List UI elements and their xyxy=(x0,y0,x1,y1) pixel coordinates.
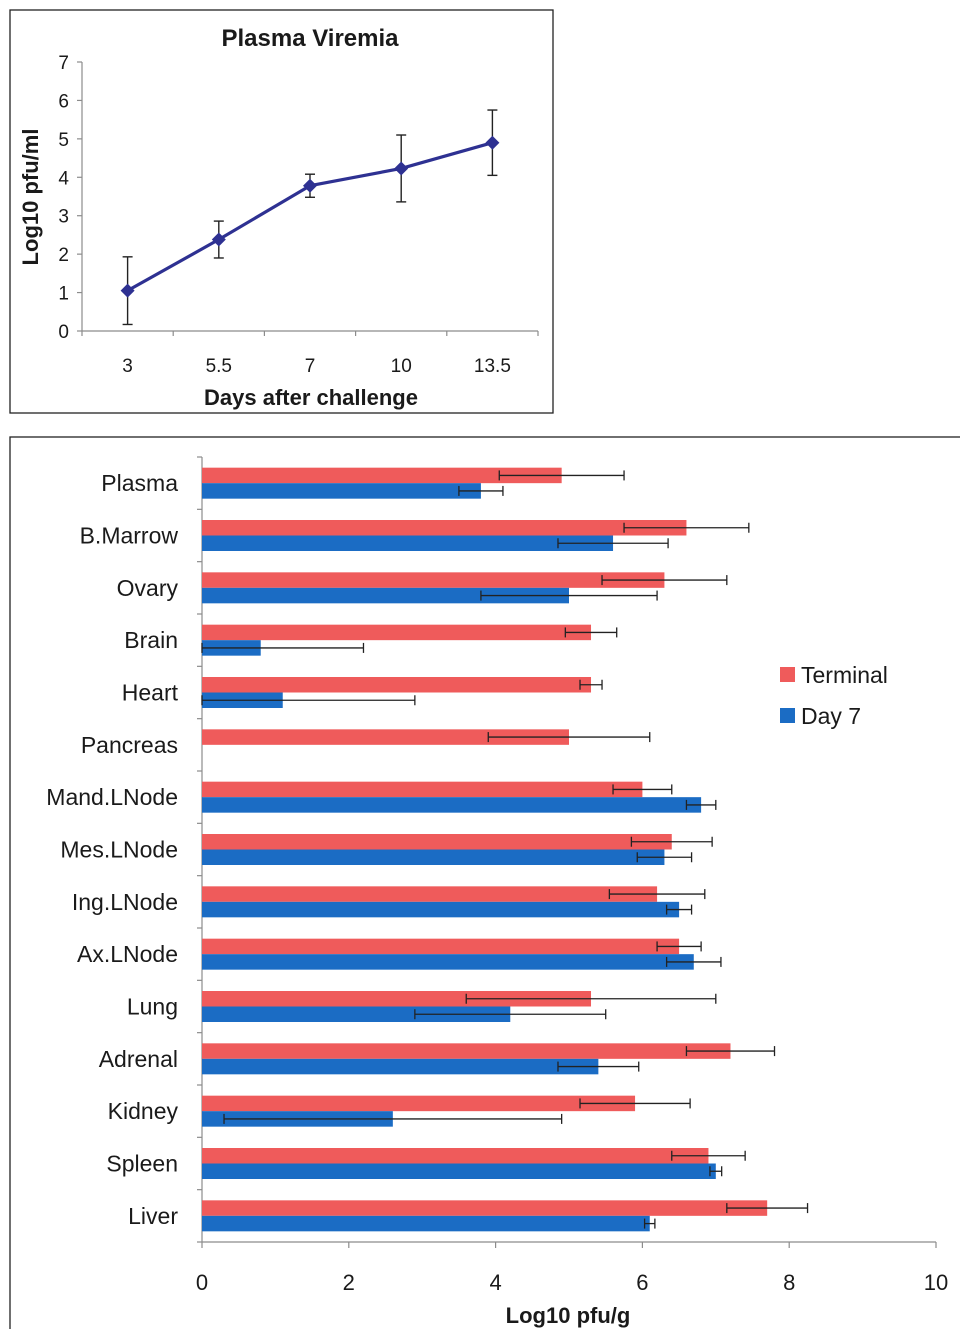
chart-a-y-axis-label: Log10 pfu/ml xyxy=(18,129,43,266)
chart-b-x-tick-label: 0 xyxy=(196,1270,208,1295)
chart-b-category-label: Ax.LNode xyxy=(77,941,178,967)
chart-b-bar-day-7 xyxy=(202,797,702,813)
chart-b-category-label: Ovary xyxy=(117,575,179,601)
chart-b-x-tick-label: 4 xyxy=(489,1270,501,1295)
chart-b-bar-day-7 xyxy=(202,587,569,604)
chart-a-y-tick-label: 1 xyxy=(58,284,69,305)
chart-b-category-label: Mes.LNode xyxy=(60,837,178,863)
chart-b-frame xyxy=(9,436,960,1329)
chart-b-bar-day-7 xyxy=(202,483,481,499)
chart-b-bar-terminal xyxy=(202,1095,636,1112)
chart-a-y-tick-label: 6 xyxy=(58,91,69,112)
chart-b-category-label: Adrenal xyxy=(99,1046,178,1072)
chart-b-category-label: Pancreas xyxy=(81,732,178,758)
chart-a-x-tick-label: 3 xyxy=(122,356,133,377)
chart-a-data-point xyxy=(394,161,409,176)
chart-b-bar-terminal xyxy=(202,938,680,955)
chart-b-bar-terminal xyxy=(202,624,592,641)
chart-b-category-label: Kidney xyxy=(108,1098,179,1124)
chart-a-x-tick-label: 7 xyxy=(305,356,316,377)
chart-b-bar-day-7 xyxy=(202,901,680,918)
chart-b-bar-terminal xyxy=(202,572,665,588)
chart-b-category-label: Heart xyxy=(122,680,179,706)
chart-a-axes: 0 1 2 3 4 5 6 7 3 5.5 7 10 13.5 xyxy=(58,53,539,377)
chart-a-x-tick-label: 13.5 xyxy=(474,356,511,377)
chart-a-marks xyxy=(120,109,500,326)
chart-b-bar-terminal xyxy=(202,520,687,536)
chart-b-category-label: Liver xyxy=(128,1203,178,1229)
chart-b-category-label: Plasma xyxy=(101,470,178,496)
chart-b-x-tick-label: 6 xyxy=(636,1270,648,1295)
chart-a-y-tick-label: 5 xyxy=(58,130,69,151)
chart-b-category-label: Mand.LNode xyxy=(46,784,178,810)
chart-b-legend: Terminal Day 7 xyxy=(780,662,888,729)
chart-b-category-label: Brain xyxy=(124,627,178,653)
chart-a-y-tick-label: 3 xyxy=(58,207,69,228)
chart-b-bar-day-7 xyxy=(202,1163,716,1179)
chart-b-bar-day-7 xyxy=(202,1006,511,1022)
chart-a-y-tick-label: 4 xyxy=(58,168,69,189)
chart-b-bar-day-7 xyxy=(202,535,614,551)
chart-a-data-point xyxy=(120,283,135,298)
chart-b-bar-day-7 xyxy=(202,849,665,865)
chart-b-bar-terminal xyxy=(202,677,592,693)
chart-a-x-tick-label: 5.5 xyxy=(206,356,232,377)
chart-b-x-tick-label: 10 xyxy=(924,1270,948,1295)
chart-b-x-tick-label: 8 xyxy=(783,1270,795,1295)
chart-a-data-point xyxy=(303,178,317,193)
chart-b-marks xyxy=(201,467,809,1232)
chart-b-bar-terminal xyxy=(202,991,592,1007)
chart-b-x-axis-label: Log10 pfu/g xyxy=(506,1303,631,1328)
chart-b-bar-terminal xyxy=(202,834,672,850)
chart-b-category-label: Spleen xyxy=(106,1151,178,1177)
chart-a-y-tick-label: 0 xyxy=(58,322,69,343)
plasma-viremia-chart: Plasma Viremia Log10 pfu/ml Days after c… xyxy=(9,9,554,414)
chart-b-legend-label: Day 7 xyxy=(801,703,861,729)
chart-a-x-axis-label: Days after challenge xyxy=(204,385,418,410)
chart-a-y-tick-label: 7 xyxy=(58,53,69,74)
chart-b-bar-day-7 xyxy=(202,954,694,970)
chart-a-data-point xyxy=(211,232,226,247)
chart-a-data-point xyxy=(485,135,500,150)
chart-b-legend-label: Terminal xyxy=(801,662,888,688)
chart-a-x-tick-label: 10 xyxy=(391,356,412,377)
chart-b-bar-terminal xyxy=(202,467,562,484)
chart-b-x-tick-label: 2 xyxy=(343,1270,355,1295)
chart-b-bar-day-7 xyxy=(202,1215,650,1232)
chart-b-bar-terminal xyxy=(202,1043,731,1059)
chart-b-bar-terminal xyxy=(202,729,569,745)
chart-b-category-label: Ing.LNode xyxy=(72,889,178,915)
chart-b-legend-swatch xyxy=(780,667,795,682)
chart-b-bar-day-7 xyxy=(202,1058,599,1075)
chart-b-bar-terminal xyxy=(202,1200,768,1216)
chart-b-bar-terminal xyxy=(202,1148,709,1164)
tissue-titer-chart: Log10 pfu/g 0 2 4 6 8 10 Plasma B.Marrow Ovary Br… xyxy=(9,436,960,1329)
chart-b-bar-terminal xyxy=(202,886,658,902)
chart-b-axes: 0 2 4 6 8 10 Plasma B.Marrow Ovary Brain Heart Panc… xyxy=(46,456,948,1295)
chart-b-category-label: B.Marrow xyxy=(80,523,179,549)
chart-a-frame xyxy=(9,9,554,414)
chart-b-category-label: Lung xyxy=(127,994,178,1020)
chart-b-legend-swatch xyxy=(780,708,795,723)
chart-b-bar-terminal xyxy=(202,781,643,798)
chart-a-y-tick-label: 2 xyxy=(58,245,69,266)
chart-a-title: Plasma Viremia xyxy=(221,25,399,52)
